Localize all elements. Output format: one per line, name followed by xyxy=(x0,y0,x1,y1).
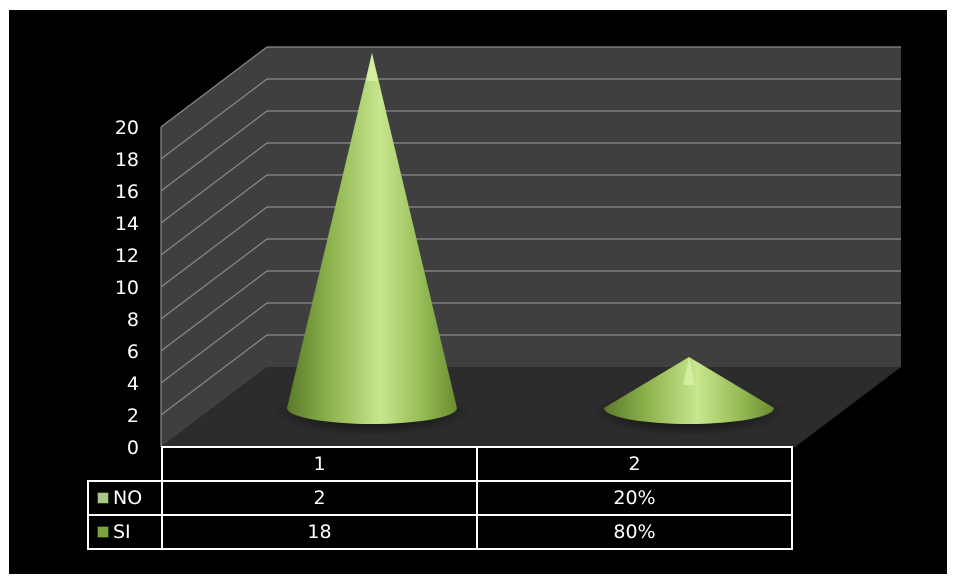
cone-highlight xyxy=(366,53,378,81)
legend-square-icon xyxy=(97,492,109,504)
table-header-row: 1 2 xyxy=(88,446,793,482)
gridline xyxy=(160,46,268,128)
cone-bar-category-2 xyxy=(604,357,774,424)
chart-frame: 0 2 4 6 8 10 12 14 16 18 20 1 2 NO 2 20% SI 18 80% xyxy=(9,10,947,574)
gridline xyxy=(160,302,268,384)
chart-floor xyxy=(161,367,901,447)
y-tick-label: 6 xyxy=(127,341,139,363)
y-tick-label: 14 xyxy=(115,213,139,235)
gridline xyxy=(160,174,268,256)
gridline xyxy=(160,270,268,352)
cone-highlight xyxy=(683,357,695,385)
y-tick-label: 20 xyxy=(115,117,139,139)
gridline xyxy=(160,142,268,224)
gridline xyxy=(160,334,268,416)
table-corner-cell xyxy=(88,447,163,482)
gridline xyxy=(160,206,268,288)
legend-square-icon xyxy=(97,526,109,538)
gridline xyxy=(160,110,268,192)
category-label: 2 xyxy=(476,446,793,482)
cone-bar-category-1 xyxy=(287,53,457,424)
y-tick-label: 12 xyxy=(115,245,139,267)
table-row-no: NO 2 20% xyxy=(87,480,793,516)
legend-entry-si: SI xyxy=(87,514,163,550)
table-row-si: SI 18 80% xyxy=(87,514,793,550)
chart-marks xyxy=(273,53,788,436)
data-label: 80% xyxy=(476,514,793,550)
series-name: SI xyxy=(113,521,131,543)
legend-entry-no: NO xyxy=(87,480,163,516)
y-tick-label: 16 xyxy=(115,181,139,203)
gridline xyxy=(160,78,268,160)
y-tick-label: 2 xyxy=(127,405,139,427)
gridline xyxy=(160,238,268,320)
series-name: NO xyxy=(113,487,143,509)
y-tick-label: 10 xyxy=(115,277,139,299)
data-label: 18 xyxy=(161,514,478,550)
y-tick-label: 4 xyxy=(127,373,139,395)
y-tick-label: 18 xyxy=(115,149,139,171)
data-label: 20% xyxy=(476,480,793,516)
data-table: 1 2 NO 2 20% SI 18 80% xyxy=(87,446,793,550)
y-tick-label: 8 xyxy=(127,309,139,331)
category-label: 1 xyxy=(161,446,478,482)
data-label: 2 xyxy=(161,480,478,516)
